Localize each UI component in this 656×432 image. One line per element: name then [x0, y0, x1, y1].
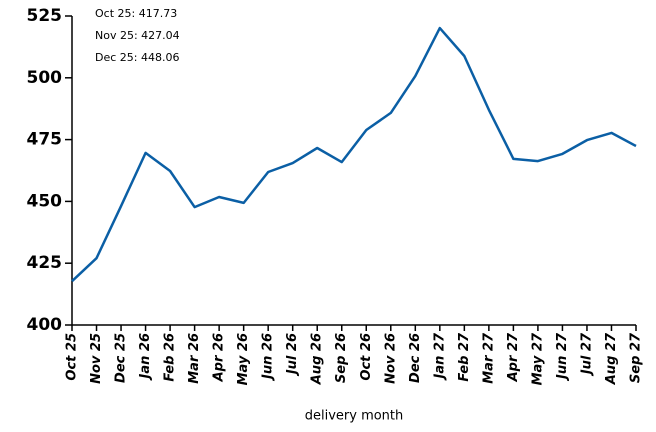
x-tick-label: Apr 27 — [506, 332, 521, 382]
x-tick-label: May 27 — [530, 332, 545, 385]
x-tick-label: Jul 26 — [285, 333, 300, 377]
x-tick-label: Apr 26 — [212, 333, 227, 382]
y-tick-label: 475 — [27, 130, 63, 150]
x-tick-label: Nov 25 — [89, 333, 104, 384]
annotation: Nov 25: 427.04 — [95, 29, 180, 42]
x-tick-label: Dec 25 — [114, 333, 129, 383]
x-tick-label: Jul 27 — [579, 332, 594, 377]
y-tick-label: 400 — [27, 315, 63, 335]
x-tick-label: Mar 26 — [187, 333, 202, 384]
data-line — [71, 26, 637, 283]
y-tick-label: 525 — [27, 6, 63, 26]
x-tick-label: Aug 27 — [604, 332, 619, 385]
x-tick-label: Sep 26 — [334, 333, 349, 383]
y-tick-label: 425 — [27, 253, 63, 273]
x-tick-label: Jan 26 — [138, 333, 153, 381]
x-tick-label: Nov 26 — [383, 333, 398, 384]
x-tick-label: Oct 26 — [359, 333, 374, 381]
x-tick-label: Feb 26 — [163, 333, 178, 382]
x-tick-label: Aug 26 — [310, 333, 325, 385]
x-axis-title: delivery month — [305, 409, 404, 424]
x-tick-label: Jan 27 — [432, 332, 447, 381]
x-tick-label: Oct 25 — [65, 333, 80, 381]
x-tick-label: Sep 27 — [629, 332, 644, 383]
x-tick-label: Feb 27 — [457, 332, 472, 382]
x-tick-label: May 26 — [236, 333, 251, 385]
annotation: Dec 25: 448.06 — [95, 51, 179, 64]
y-tick-label: 450 — [27, 191, 63, 211]
x-tick-label: Dec 26 — [408, 333, 423, 383]
x-tick-label: Jun 27 — [555, 332, 570, 382]
annotation: Oct 25: 417.73 — [95, 7, 177, 20]
x-tick-label: Jun 26 — [261, 333, 276, 382]
x-tick-label: Mar 27 — [481, 332, 496, 384]
y-tick-label: 500 — [27, 68, 63, 88]
